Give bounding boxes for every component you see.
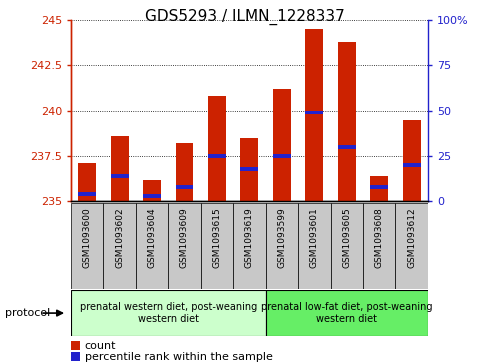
Bar xyxy=(78,192,96,196)
Bar xyxy=(298,203,330,289)
Bar xyxy=(369,185,387,189)
Text: GSM1093612: GSM1093612 xyxy=(407,208,415,268)
Bar xyxy=(330,203,362,289)
Text: count: count xyxy=(84,341,116,351)
Text: protocol: protocol xyxy=(5,308,50,318)
Bar xyxy=(175,143,193,201)
Text: GSM1093600: GSM1093600 xyxy=(82,208,91,268)
Text: GSM1093599: GSM1093599 xyxy=(277,208,286,268)
Bar xyxy=(272,154,290,158)
Text: GSM1093605: GSM1093605 xyxy=(342,208,350,268)
Text: GSM1093602: GSM1093602 xyxy=(115,208,124,268)
Bar xyxy=(136,203,168,289)
Text: percentile rank within the sample: percentile rank within the sample xyxy=(84,352,272,362)
Bar xyxy=(110,136,128,201)
Bar xyxy=(265,290,427,336)
Bar xyxy=(103,203,136,289)
Bar xyxy=(305,111,323,114)
Bar xyxy=(71,290,265,336)
Bar xyxy=(78,163,96,201)
Bar xyxy=(207,154,225,158)
Bar xyxy=(175,185,193,189)
Bar xyxy=(110,174,128,178)
Bar xyxy=(143,194,161,198)
Bar xyxy=(402,120,420,201)
Bar xyxy=(200,203,233,289)
Text: GSM1093609: GSM1093609 xyxy=(180,208,188,268)
Text: GSM1093604: GSM1093604 xyxy=(147,208,156,268)
Text: GSM1093619: GSM1093619 xyxy=(244,208,253,268)
Text: GSM1093615: GSM1093615 xyxy=(212,208,221,268)
Text: prenatal low-fat diet, post-weaning
western diet: prenatal low-fat diet, post-weaning west… xyxy=(261,302,431,324)
Bar xyxy=(143,180,161,201)
Text: prenatal western diet, post-weaning
western diet: prenatal western diet, post-weaning west… xyxy=(80,302,256,324)
Bar xyxy=(395,203,427,289)
Bar xyxy=(233,203,265,289)
Bar xyxy=(337,42,355,201)
Bar xyxy=(240,167,258,171)
Bar xyxy=(240,138,258,201)
Bar xyxy=(207,96,225,201)
Bar xyxy=(265,203,298,289)
Bar xyxy=(337,145,355,149)
Text: GDS5293 / ILMN_1228337: GDS5293 / ILMN_1228337 xyxy=(144,9,344,25)
Bar xyxy=(71,203,103,289)
Bar xyxy=(168,203,200,289)
Bar xyxy=(305,29,323,201)
Bar xyxy=(402,163,420,167)
Text: GSM1093601: GSM1093601 xyxy=(309,208,318,268)
Text: GSM1093608: GSM1093608 xyxy=(374,208,383,268)
Bar xyxy=(362,203,395,289)
Bar xyxy=(369,176,387,201)
Bar xyxy=(272,89,290,201)
